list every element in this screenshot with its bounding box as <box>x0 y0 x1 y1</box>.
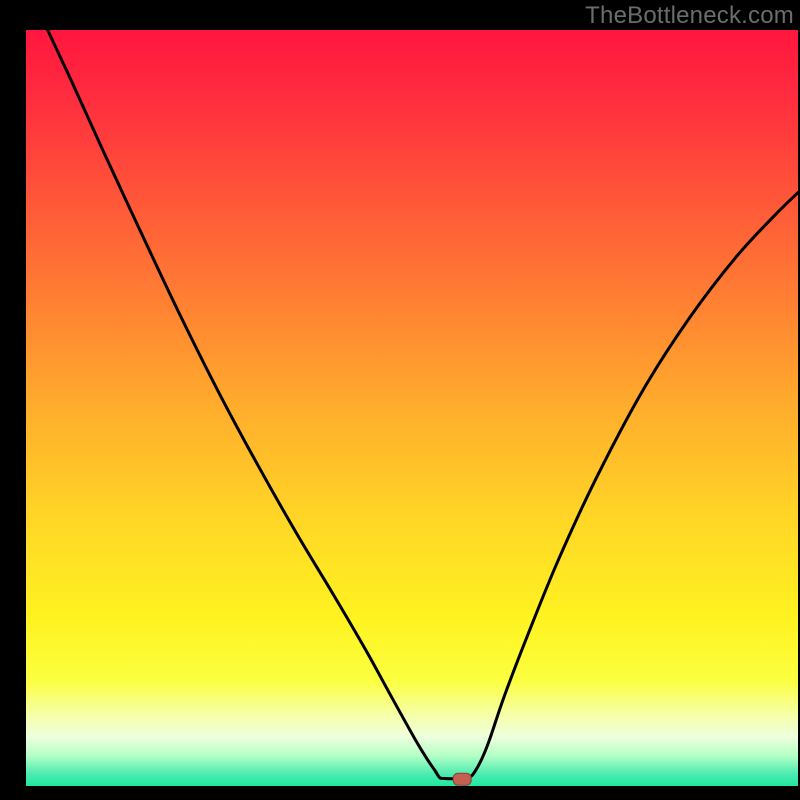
chart-stage: TheBottleneck.com <box>0 0 800 800</box>
frame-bottom-bar <box>0 786 800 800</box>
watermark-text: TheBottleneck.com <box>585 2 794 30</box>
frame-left-bar <box>0 30 26 800</box>
gradient-plot-area <box>26 30 798 786</box>
